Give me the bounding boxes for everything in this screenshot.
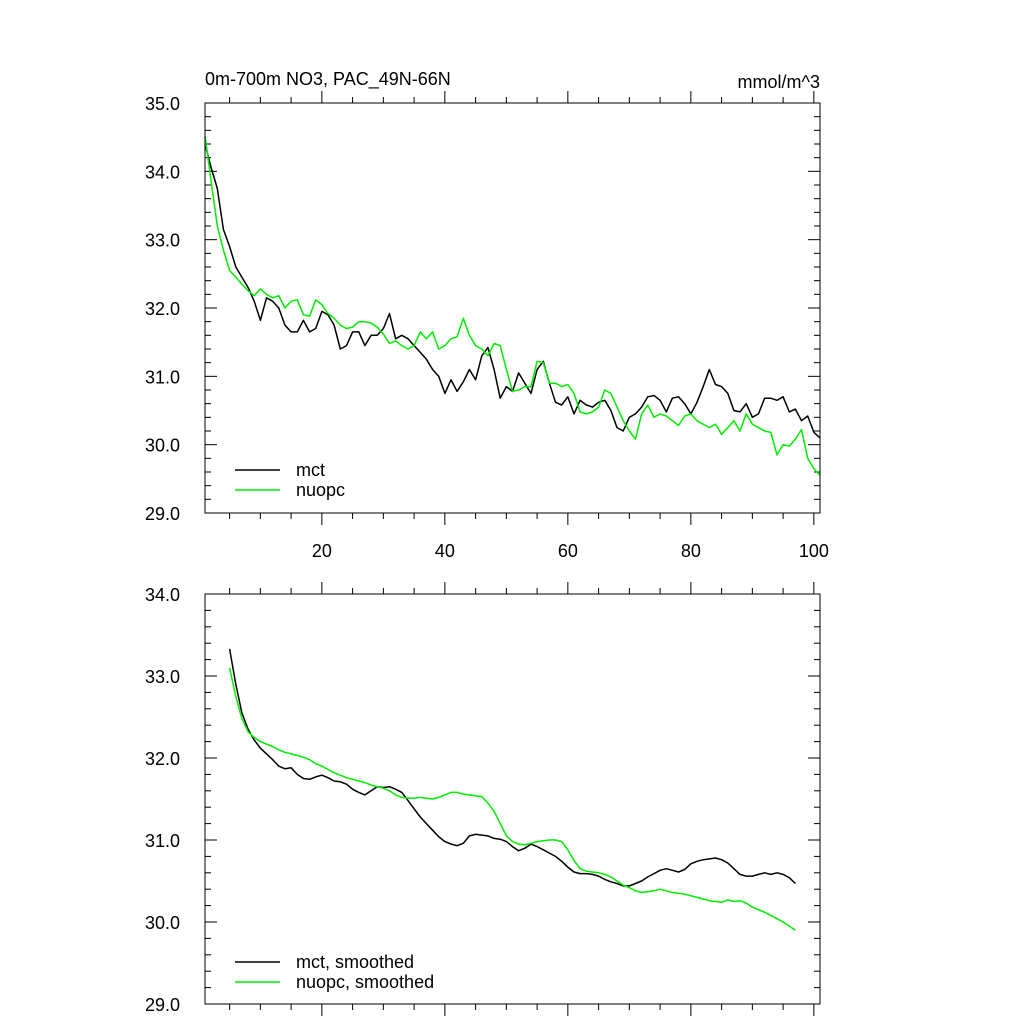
top-y-tick-label: 32.0 [145,299,180,319]
bottom-y-tick-label: 34.0 [145,585,180,605]
top-axes [205,91,820,525]
bottom-y-tick-label: 31.0 [145,831,180,851]
legend-label-mct-smoothed: mct, smoothed [296,952,414,972]
top-legend: mct nuopc [235,460,345,500]
top-y-tick-label: 33.0 [145,231,180,251]
top-y-tick-label: 31.0 [145,367,180,387]
bottom-legend: mct, smoothed nuopc, smoothed [235,952,434,992]
top-x-tick-label: 40 [435,541,455,561]
bottom-y-tick-label: 33.0 [145,667,180,687]
bottom-panel: 29.0 30.0 31.0 32.0 33.0 34.0 mct, smoothed n… [145,582,821,1016]
series-line-nuopc [204,135,821,476]
bottom-y-tick-label: 29.0 [145,995,180,1015]
top-y-tick-label: 34.0 [145,162,180,182]
top-series-lines [204,135,821,476]
top-x-tick-label: 20 [312,541,332,561]
top-y-tick-label: 30.0 [145,436,180,456]
top-x-tick-labels: 20 40 60 80 100 [312,541,829,561]
series-line-mct-smoothed [228,648,796,887]
top-y-tick-label: 35.0 [145,94,180,114]
top-y-tick-labels: 29.0 30.0 31.0 32.0 33.0 34.0 35.0 [145,94,180,524]
top-plot-frame [204,102,821,514]
series-line-nuopc-smoothed [228,667,796,931]
bottom-plot-frame [204,593,821,1005]
bottom-y-tick-label: 32.0 [145,749,180,769]
chart-title: 0m-700m NO3, PAC_49N-66N [205,69,451,90]
top-x-tick-label: 80 [681,541,701,561]
bottom-y-tick-labels: 29.0 30.0 31.0 32.0 33.0 34.0 [145,585,180,1015]
bottom-y-tick-label: 30.0 [145,913,180,933]
legend-label-nuopc-smoothed: nuopc, smoothed [296,972,434,992]
top-y-tick-label: 29.0 [145,504,180,524]
bottom-series-lines [228,648,796,931]
units-label: mmol/m^3 [738,72,820,92]
legend-label-mct: mct [296,460,325,480]
top-x-tick-label: 60 [558,541,578,561]
top-panel: 0m-700m NO3, PAC_49N-66N mmol/m^3 29.0 30… [145,69,829,561]
legend-label-nuopc: nuopc [296,480,345,500]
top-x-tick-label: 100 [799,541,829,561]
